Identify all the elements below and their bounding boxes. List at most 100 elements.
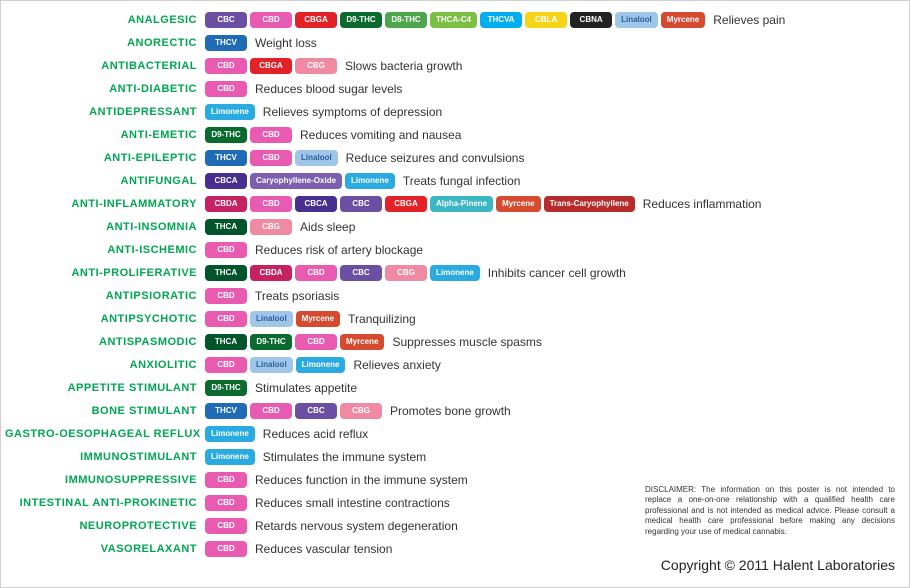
compound-tag: D9-THC bbox=[250, 334, 292, 350]
property-label: ANTI-DIABETIC bbox=[5, 83, 205, 95]
property-row: ANTIPSIORATICCBDTreats psoriasis bbox=[5, 285, 897, 306]
property-label: ANTIPSIORATIC bbox=[5, 290, 205, 302]
compound-tags: THCV bbox=[205, 35, 247, 51]
property-description: Reduces acid reflux bbox=[263, 427, 368, 441]
property-description: Stimulates appetite bbox=[255, 381, 357, 395]
compound-tag: Trans-Caryophyllene bbox=[544, 196, 635, 212]
compound-tag: CBD bbox=[205, 495, 247, 511]
property-label: ANTI-ISCHEMIC bbox=[5, 244, 205, 256]
property-row: IMMUNOSTIMULANTLimonene Stimulates the im… bbox=[5, 446, 897, 467]
compound-tags: THCAD9-THCCBDMyrcene bbox=[205, 334, 384, 350]
property-row: ANTI-EPILEPTICTHCVCBDLinaloolReduce seiz… bbox=[5, 147, 897, 168]
property-description: Weight loss bbox=[255, 36, 317, 50]
compound-tag: THCV bbox=[205, 35, 247, 51]
property-label: ANTI-EPILEPTIC bbox=[5, 152, 205, 164]
property-row: ANTI-INSOMNIATHCACBG Aids sleep bbox=[5, 216, 897, 237]
property-label: BONE STIMULANT bbox=[5, 405, 205, 417]
compound-tags: THCACBDACBDCBCCBGLimonene bbox=[205, 265, 480, 281]
compound-tag: CBD bbox=[205, 357, 247, 373]
compound-tag: THCVA bbox=[480, 12, 522, 28]
property-label: ANALGESIC bbox=[5, 14, 205, 26]
property-description: Retards nervous system degeneration bbox=[255, 519, 458, 533]
property-label: ANXIOLITIC bbox=[5, 359, 205, 371]
property-label: IMMUNOSTIMULANT bbox=[5, 451, 205, 463]
property-row: ANTIBACTERIALCBDCBGACBGSlows bacteria gr… bbox=[5, 55, 897, 76]
compound-tag: CBD bbox=[250, 403, 292, 419]
compound-tag: CBD bbox=[295, 265, 337, 281]
property-description: Reduce seizures and convulsions bbox=[346, 151, 525, 165]
compound-tag: CBNA bbox=[570, 12, 612, 28]
compound-tags: THCVCBDCBCCBG bbox=[205, 403, 382, 419]
compound-tag: CBD bbox=[205, 288, 247, 304]
compound-tag: Myrcene bbox=[661, 12, 705, 28]
property-label: ANTIFUNGAL bbox=[5, 175, 205, 187]
compound-tag: CBCA bbox=[295, 196, 337, 212]
compound-tag: CBDA bbox=[205, 196, 247, 212]
property-description: Stimulates the immune system bbox=[263, 450, 426, 464]
compound-tag: Limonene bbox=[296, 357, 346, 373]
compound-tags: THCACBG bbox=[205, 219, 292, 235]
compound-tag: D9-THC bbox=[205, 127, 247, 143]
property-label: INTESTINAL ANTI-PROKINETIC bbox=[5, 497, 205, 509]
property-description: Relieves anxiety bbox=[353, 358, 440, 372]
property-description: Reduces function in the immune system bbox=[255, 473, 468, 487]
property-label: ANORECTIC bbox=[5, 37, 205, 49]
compound-tag: CBC bbox=[205, 12, 247, 28]
compound-tag: Myrcene bbox=[296, 311, 340, 327]
property-label: ANTI-INFLAMMATORY bbox=[5, 198, 205, 210]
property-row: ANTI-DIABETICCBD Reduces blood sugar leve… bbox=[5, 78, 897, 99]
property-row: GASTRO-OESOPHAGEAL REFLUXLimonene Reduces… bbox=[5, 423, 897, 444]
disclaimer-text: DISCLAIMER: The information on this post… bbox=[645, 485, 895, 537]
property-row: ANTISPASMODICTHCAD9-THCCBDMyrcene Suppres… bbox=[5, 331, 897, 352]
property-description: Suppresses muscle spasms bbox=[392, 335, 541, 349]
property-row: APPETITE STIMULANTD9-THCStimulates appet… bbox=[5, 377, 897, 398]
compound-tag: CBD bbox=[205, 518, 247, 534]
property-description: Relieves pain bbox=[713, 13, 785, 27]
compound-tag: Limonene bbox=[205, 104, 255, 120]
property-row: ANTIDEPRESSANTLimoneneRelieves symptoms … bbox=[5, 101, 897, 122]
compound-tag: CBD bbox=[205, 81, 247, 97]
compound-tag: CBD bbox=[250, 196, 292, 212]
compound-tags: Limonene bbox=[205, 426, 255, 442]
copyright-text: Copyright © 2011 Halent Laboratories bbox=[661, 557, 895, 573]
property-description: Slows bacteria growth bbox=[345, 59, 462, 73]
property-description: Reduces vascular tension bbox=[255, 542, 392, 556]
compound-tag: CBCA bbox=[205, 173, 247, 189]
compound-tag: Limonene bbox=[205, 426, 255, 442]
compound-tag: THCV bbox=[205, 150, 247, 166]
compound-tags: CBD bbox=[205, 495, 247, 511]
property-label: ANTISPASMODIC bbox=[5, 336, 205, 348]
compound-tag: CBGA bbox=[250, 58, 292, 74]
compound-tag: CBG bbox=[340, 403, 382, 419]
compound-tags: CBCCBDCBGAD9-THCD8-THCTHCA-C4THCVACBLACB… bbox=[205, 12, 705, 28]
property-row: BONE STIMULANTTHCVCBDCBCCBG Promotes bone… bbox=[5, 400, 897, 421]
property-description: Promotes bone growth bbox=[390, 404, 511, 418]
compound-tag: Limonene bbox=[430, 265, 480, 281]
property-description: Reduces small intestine contractions bbox=[255, 496, 450, 510]
compound-tags: CBDCBGACBG bbox=[205, 58, 337, 74]
compound-tag: Linalool bbox=[615, 12, 658, 28]
property-row: VASORELAXANTCBDReduces vascular tension bbox=[5, 538, 897, 559]
property-description: Reduces blood sugar levels bbox=[255, 82, 402, 96]
property-rows: ANALGESICCBCCBDCBGAD9-THCD8-THCTHCA-C4TH… bbox=[5, 9, 897, 559]
compound-tag: CBD bbox=[205, 472, 247, 488]
compound-tag: CBD bbox=[295, 334, 337, 350]
compound-tag: THCA bbox=[205, 265, 247, 281]
compound-tag: CBLA bbox=[525, 12, 567, 28]
compound-tags: CBDLinaloolMyrcene bbox=[205, 311, 340, 327]
property-label: ANTIDEPRESSANT bbox=[5, 106, 205, 118]
property-label: ANTI-INSOMNIA bbox=[5, 221, 205, 233]
compound-tag: THCA bbox=[205, 334, 247, 350]
compound-tag: CBDA bbox=[250, 265, 292, 281]
compound-tag: Limonene bbox=[205, 449, 255, 465]
property-row: ANALGESICCBCCBDCBGAD9-THCD8-THCTHCA-C4TH… bbox=[5, 9, 897, 30]
property-description: Aids sleep bbox=[300, 220, 355, 234]
compound-tags: Limonene bbox=[205, 449, 255, 465]
property-description: Tranquilizing bbox=[348, 312, 416, 326]
compound-tag: CBC bbox=[295, 403, 337, 419]
property-label: GASTRO-OESOPHAGEAL REFLUX bbox=[5, 428, 205, 440]
property-label: APPETITE STIMULANT bbox=[5, 382, 205, 394]
property-label: ANTIPSYCHOTIC bbox=[5, 313, 205, 325]
compound-tag: CBGA bbox=[385, 196, 427, 212]
compound-tag: Myrcene bbox=[496, 196, 540, 212]
